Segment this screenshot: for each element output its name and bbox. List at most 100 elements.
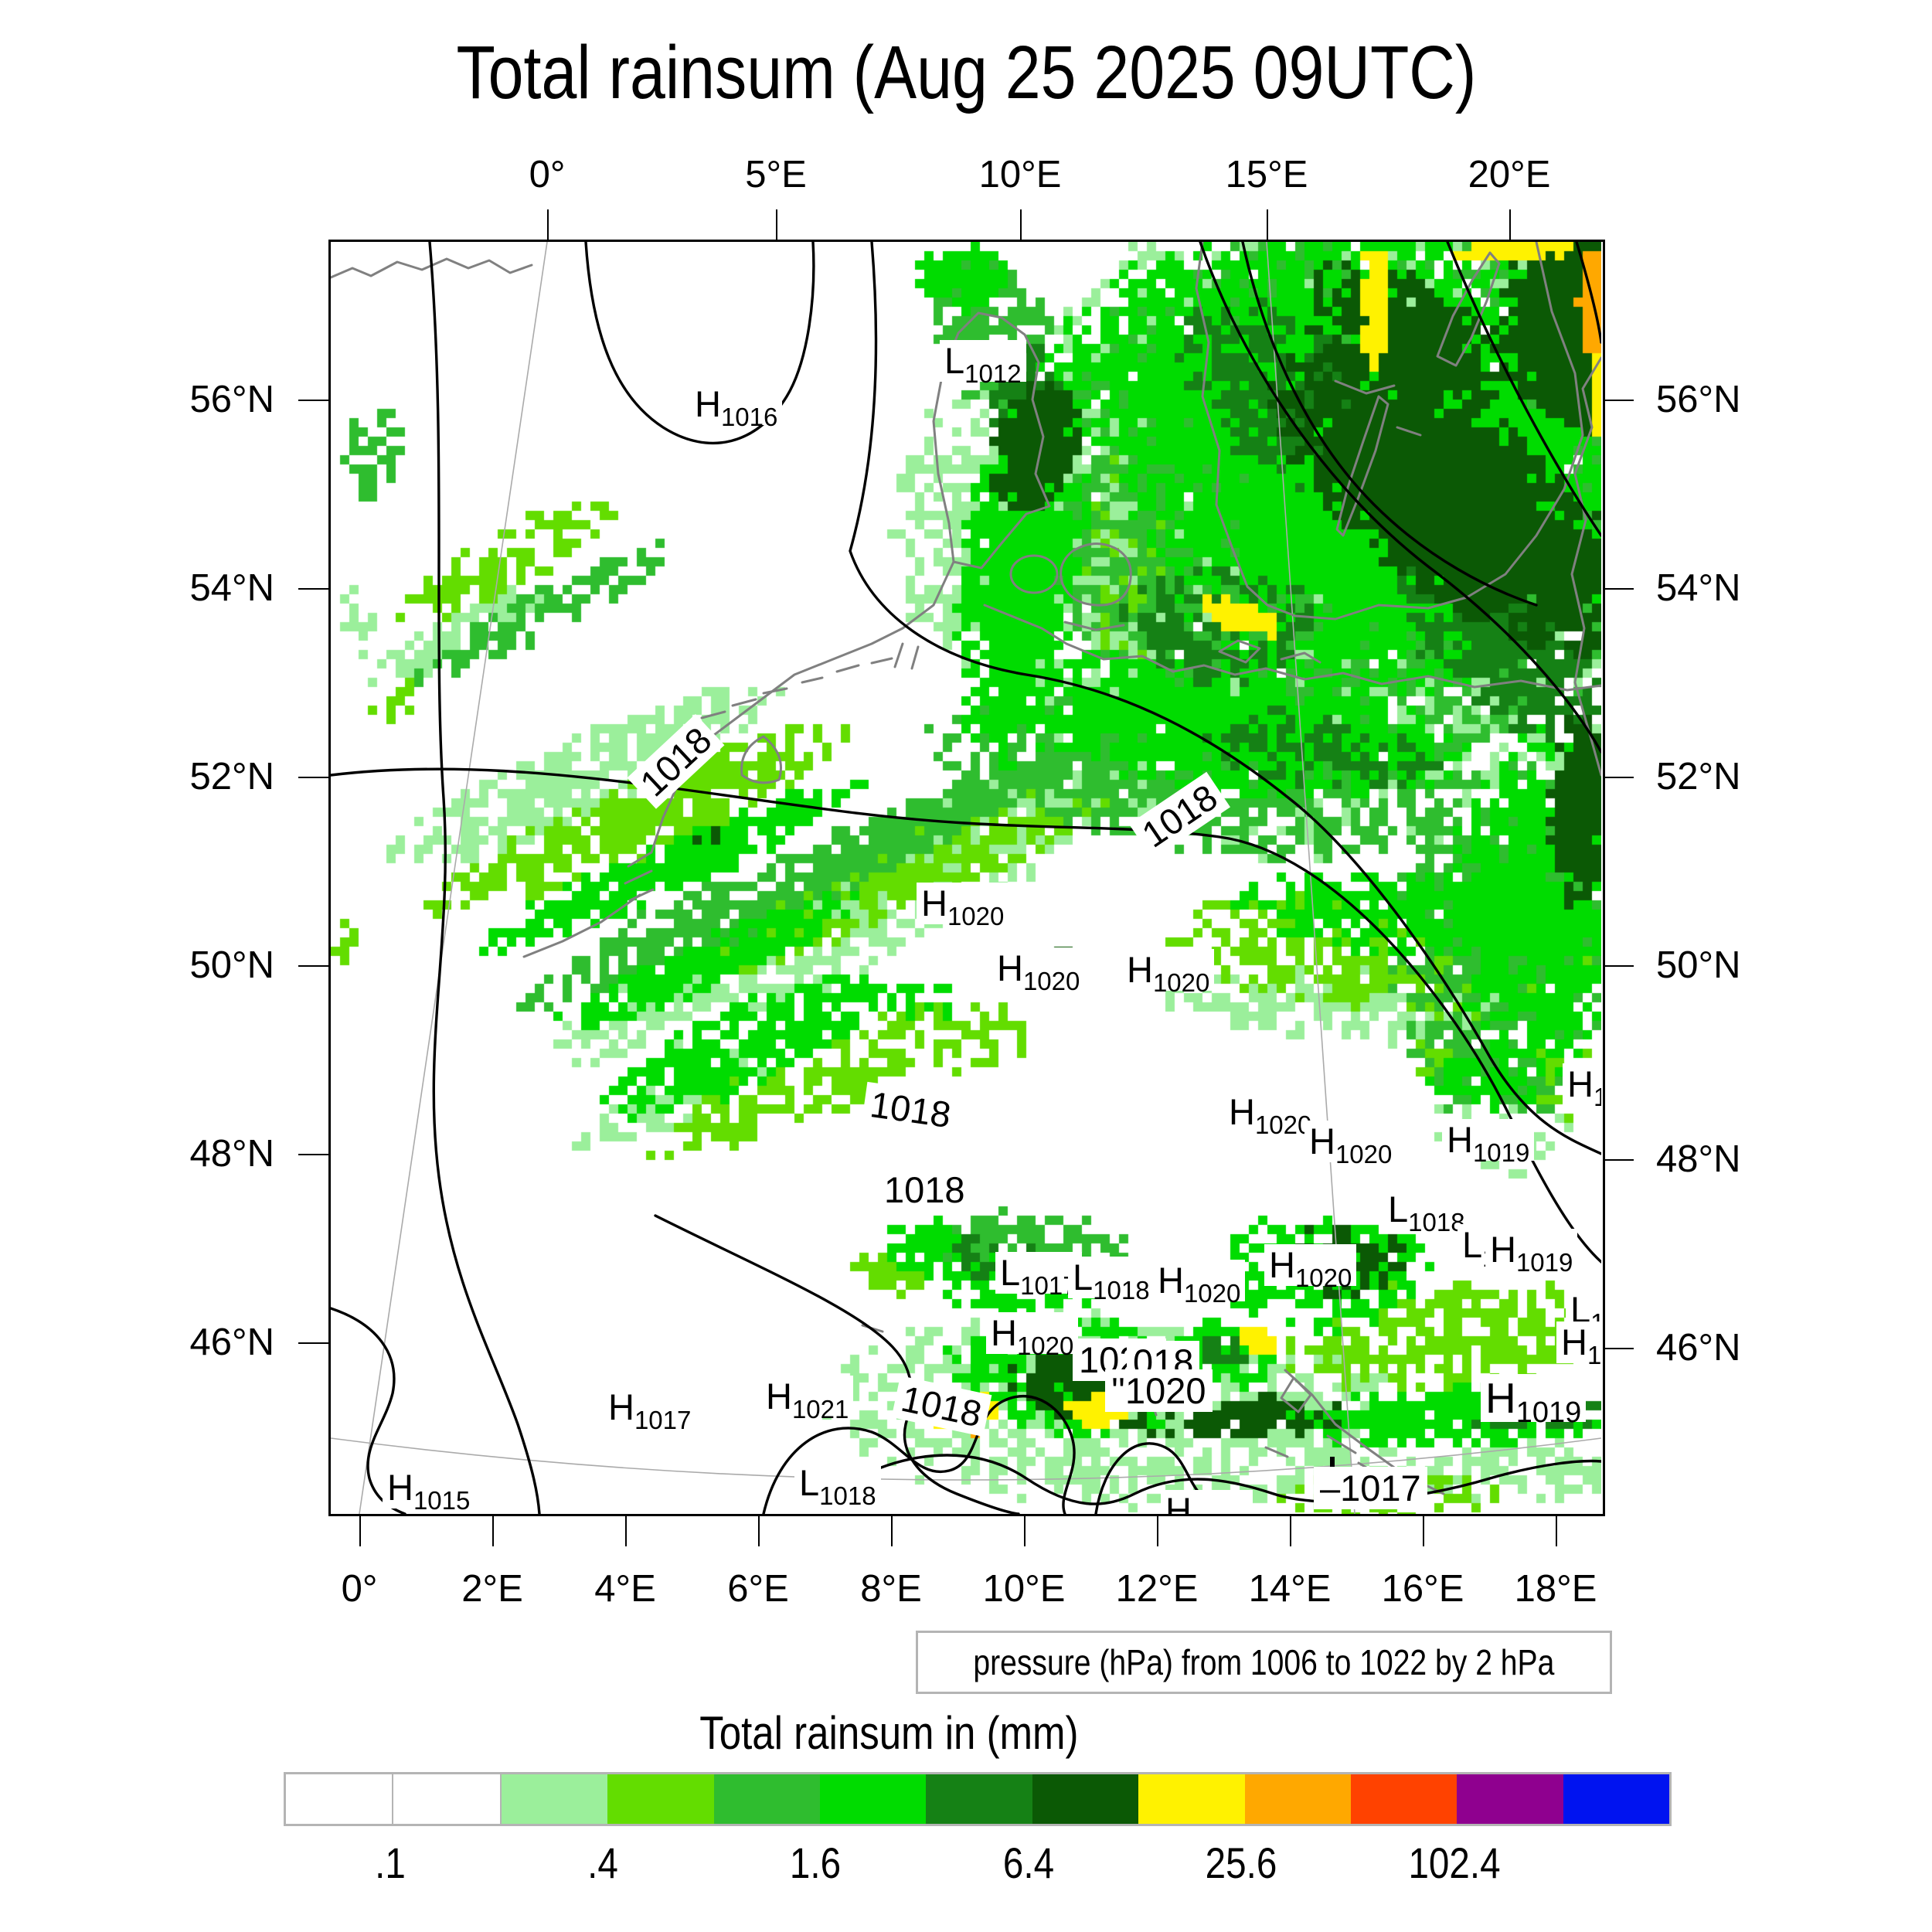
axis-label-left: 54°N [189, 567, 274, 609]
pressure-center-label: L1012 [940, 340, 1026, 386]
colorbar-cell [1563, 1774, 1670, 1824]
pressure-contour [1241, 242, 1538, 607]
pressure-center-label: H1019 [1485, 1229, 1578, 1275]
axis-tick-right [1603, 777, 1634, 778]
coastline [1060, 542, 1132, 607]
pressure-center-label: H1020 [1224, 1091, 1317, 1138]
pressure-contour [849, 242, 1601, 1155]
coastline [1195, 242, 1584, 621]
axis-label-top: 5°E [745, 154, 807, 196]
colorbar-cell [607, 1774, 714, 1824]
colorbar-tick-label: 102.4 [1408, 1838, 1501, 1887]
pressure-center-label: H1019 [1563, 1063, 1601, 1110]
axis-label-bottom: 6°E [727, 1568, 789, 1610]
coastline [1280, 1376, 1312, 1413]
coastline [1063, 621, 1125, 631]
axis-label-left: 46°N [189, 1321, 274, 1363]
pressure-center-label: H1019 [1481, 1374, 1587, 1427]
axis-label-top: 20°E [1468, 154, 1551, 196]
colorbar-title-text: Total rainsum in (mm) [699, 1707, 1079, 1759]
pressure-contour [331, 1307, 406, 1514]
pressure-center-label: L1018 [1068, 1257, 1155, 1303]
pressure-contour [428, 242, 541, 1514]
colorbar-tick-label: 1.6 [790, 1838, 842, 1887]
pressure-center-label: H1020 [917, 883, 1009, 929]
pressure-labels-clip: H1016 L1012 H1020 H1020 H1020 H1020 H1020 H1019… [331, 242, 1601, 1514]
pressure-center-label: H1017 [604, 1386, 696, 1433]
pressure-center-label: H1019 [1442, 1119, 1535, 1165]
axis-tick-left [298, 1154, 329, 1155]
coastline [1218, 639, 1321, 664]
axis-label-bottom: 16°E [1381, 1568, 1464, 1610]
axis-tick-bottom [758, 1515, 760, 1546]
axis-tick-top [776, 209, 777, 240]
coastline [983, 604, 1601, 692]
axis-tick-top [547, 209, 549, 240]
pressure-contour [1575, 242, 1601, 344]
axis-tick-right [1603, 1348, 1634, 1349]
axis-label-top: 0° [529, 154, 566, 196]
axis-tick-bottom [492, 1515, 494, 1546]
axis-tick-right [1603, 965, 1634, 967]
pressure-center-label: H1020 [992, 947, 1085, 994]
pressure-center-label: H1020 [1304, 1121, 1397, 1167]
pressure-legend-text: pressure (hPa) from 1006 to 1022 by 2 hP… [973, 1642, 1555, 1682]
pressure-contour [331, 767, 1601, 1264]
axis-label-left: 52°N [189, 756, 274, 798]
colorbar-title: Total rainsum in (mm) [0, 1706, 1777, 1760]
contour-value-label: 1018 [891, 1376, 992, 1437]
coastline [700, 657, 893, 719]
pressure-legend-box: pressure (hPa) from 1006 to 1022 by 2 hP… [916, 1631, 1612, 1694]
coastline [331, 257, 533, 279]
coastline [893, 642, 920, 670]
axis-tick-top [1509, 209, 1511, 240]
colorbar-cell [1457, 1774, 1563, 1824]
colorbar-cell [393, 1774, 502, 1824]
axis-label-top: 10°E [978, 154, 1062, 196]
rainfall-raster [331, 242, 1601, 1514]
pressure-contour [1199, 242, 1601, 753]
axis-label-bottom: 14°E [1248, 1568, 1332, 1610]
colorbar-cell [501, 1774, 608, 1824]
axis-tick-left [298, 965, 329, 967]
colorbar-tick-label: .1 [374, 1838, 406, 1887]
pressure-contour [1094, 1442, 1213, 1514]
axis-label-bottom: 18°E [1514, 1568, 1597, 1610]
contour-value-label: 1018 [861, 1081, 960, 1138]
axis-label-right: 46°N [1656, 1327, 1741, 1369]
axis-label-bottom: 0° [341, 1568, 378, 1610]
colorbar-cell [1244, 1774, 1351, 1824]
axis-tick-right [1603, 400, 1634, 401]
axis-label-right: 54°N [1656, 567, 1741, 609]
axis-tick-top [1267, 209, 1268, 240]
axis-label-bottom: 2°E [461, 1568, 523, 1610]
pressure-center-label: H1016 [690, 383, 783, 430]
axis-label-right: 52°N [1656, 756, 1741, 798]
coastline [1264, 1446, 1289, 1458]
pressure-center-label: L1018 [1383, 1189, 1470, 1235]
colorbar-cell [819, 1774, 927, 1824]
coastline [522, 893, 641, 958]
contour-value-label: ''1020 [1105, 1369, 1213, 1412]
colorbar-cell [1350, 1774, 1458, 1824]
axis-tick-left [298, 400, 329, 401]
axis-label-bottom: 12°E [1115, 1568, 1199, 1610]
colorbar-tick-label: 6.4 [1002, 1838, 1054, 1887]
coastline [1570, 356, 1601, 777]
pressure-contour [584, 242, 815, 444]
axis-label-right: 56°N [1656, 379, 1741, 420]
latlon-gridline [359, 242, 548, 1514]
axis-tick-bottom [1556, 1515, 1557, 1546]
pressure-center-label: H1020 [986, 1312, 1079, 1359]
axis-tick-left [298, 777, 329, 778]
pressure-center-label: H1020 [1122, 949, 1215, 995]
colorbar-cell [1138, 1774, 1245, 1824]
axis-tick-bottom [891, 1515, 893, 1546]
colorbar-cell [1032, 1774, 1139, 1824]
page-title: Total rainsum (Aug 25 2025 09UTC) [0, 29, 1932, 116]
colorbar-cell [926, 1774, 1032, 1824]
page-title-text: Total rainsum (Aug 25 2025 09UTC) [456, 30, 1476, 114]
axis-label-bottom: 4°E [594, 1568, 656, 1610]
